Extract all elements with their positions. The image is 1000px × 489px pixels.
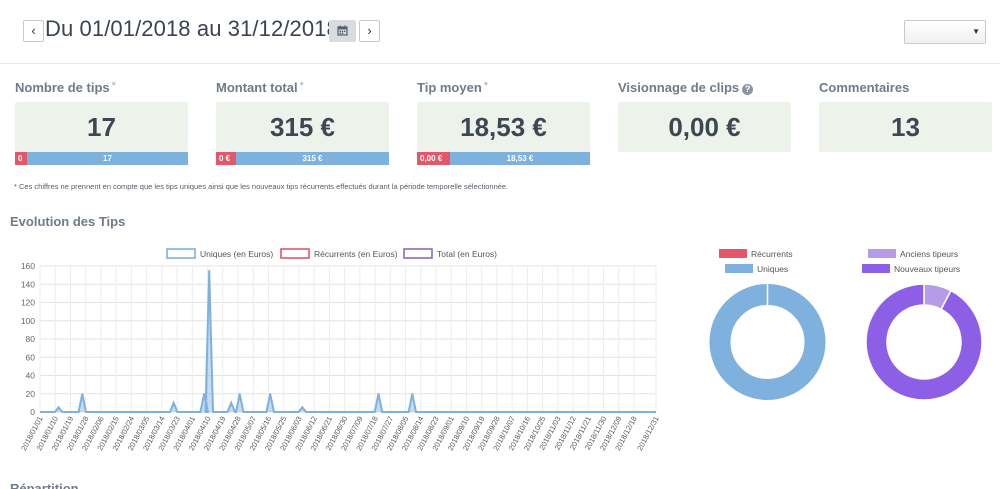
legend-label: Récurrents (en Euros) xyxy=(314,249,398,259)
section-title-evolution: Evolution des Tips xyxy=(10,214,126,229)
stat-label-montant-total: Montant total * xyxy=(216,80,304,95)
y-tick-label: 20 xyxy=(26,389,36,399)
legend-label: Uniques xyxy=(757,264,788,274)
stat-label-commentaires: Commentaires xyxy=(819,80,910,95)
data-point xyxy=(81,392,84,395)
x-tick-label: 2018/12/31 xyxy=(635,415,661,452)
bar-recurrents: 0,00 € xyxy=(417,152,450,165)
data-point xyxy=(172,402,175,404)
help-icon[interactable]: ? xyxy=(742,84,754,95)
donut-recurrents-uniques: Récurrents Uniques xyxy=(709,249,826,400)
previous-period-button[interactable]: ‹ xyxy=(23,20,44,42)
y-tick-label: 100 xyxy=(21,316,35,326)
stat-label-nombre-tips: Nombre de tips * xyxy=(15,80,116,95)
stat-bar-nombre-tips: 0 17 xyxy=(15,152,188,165)
stat-value: 18,53 € xyxy=(460,112,547,142)
donut-slice xyxy=(865,283,983,401)
series-uniques-line xyxy=(40,270,656,413)
stat-card-nombre-tips: 17 xyxy=(15,102,188,152)
data-point xyxy=(203,392,205,395)
footnote: * Ces chiffres ne prennent en compte que… xyxy=(14,182,509,191)
y-tick-label: 120 xyxy=(21,298,35,308)
bar-recurrents: 0 xyxy=(15,152,27,165)
stat-value: 17 xyxy=(87,112,116,142)
legend-swatch xyxy=(280,248,310,259)
stat-card-montant-total: 315 € xyxy=(216,102,389,152)
data-point xyxy=(208,269,211,272)
stat-card-visionnage-clips: 0,00 € xyxy=(618,102,791,152)
y-tick-label: 60 xyxy=(26,352,36,362)
y-tick-label: 160 xyxy=(21,261,35,271)
data-point xyxy=(301,406,304,409)
legend-swatch xyxy=(868,249,896,258)
tips-line-chart: Uniques (en Euros) Récurrents (en Euros) T… xyxy=(19,248,661,452)
y-tick-label: 0 xyxy=(30,407,35,417)
data-point xyxy=(377,392,380,395)
bar-uniques: 315 € xyxy=(236,152,389,165)
stat-card-tip-moyen: 18,53 € xyxy=(417,102,590,152)
legend-swatch xyxy=(862,264,890,273)
y-tick-label: 140 xyxy=(21,279,35,289)
data-point xyxy=(411,392,414,395)
stat-value: 13 xyxy=(891,112,920,142)
legend-swatch xyxy=(403,248,433,259)
header-bar: ‹ Du 01/01/2018 au 31/12/2018 › ▼ xyxy=(0,0,1000,64)
legend-label: Uniques (en Euros) xyxy=(200,249,273,259)
bar-uniques: 17 xyxy=(27,152,188,165)
next-period-button[interactable]: › xyxy=(359,20,380,42)
chevron-down-icon: ▼ xyxy=(972,27,980,36)
y-tick-label: 40 xyxy=(26,371,36,381)
data-point xyxy=(238,392,241,395)
stat-card-commentaires: 13 xyxy=(819,102,992,152)
series-uniques-area xyxy=(40,270,656,412)
stat-bar-montant-total: 0 € 315 € xyxy=(216,152,389,165)
bar-recurrents: 0 € xyxy=(216,152,236,165)
y-tick-label: 80 xyxy=(26,334,36,344)
donut-tipeurs: Anciens tipeurs Nouveaux tipeurs xyxy=(862,249,983,401)
date-range-title: Du 01/01/2018 au 31/12/2018 xyxy=(45,16,339,41)
legend-label: Récurrents xyxy=(751,249,793,259)
donut-slice xyxy=(709,284,826,400)
legend-label: Nouveaux tipeurs xyxy=(894,264,960,274)
stat-bar-tip-moyen: 0,00 € 18,53 € xyxy=(417,152,590,165)
data-point xyxy=(57,406,60,409)
stat-value: 0,00 € xyxy=(668,112,741,142)
data-point xyxy=(269,392,271,395)
legend-swatch xyxy=(719,249,747,258)
bar-uniques: 18,53 € xyxy=(450,152,590,165)
legend-label: Total (en Euros) xyxy=(437,249,497,259)
stat-label-visionnage-clips: Visionnage de clips? xyxy=(618,80,754,95)
calendar-icon xyxy=(337,25,348,36)
legend-swatch xyxy=(725,264,753,273)
legend-swatch xyxy=(166,248,196,259)
section-title-repartition: Répartition xyxy=(10,481,79,489)
legend-label: Anciens tipeurs xyxy=(900,249,958,259)
stat-label-tip-moyen: Tip moyen * xyxy=(417,80,489,95)
stat-value: 315 € xyxy=(269,112,336,142)
filter-select[interactable]: ▼ xyxy=(904,20,986,44)
calendar-button[interactable] xyxy=(329,20,356,42)
data-point xyxy=(230,402,233,404)
